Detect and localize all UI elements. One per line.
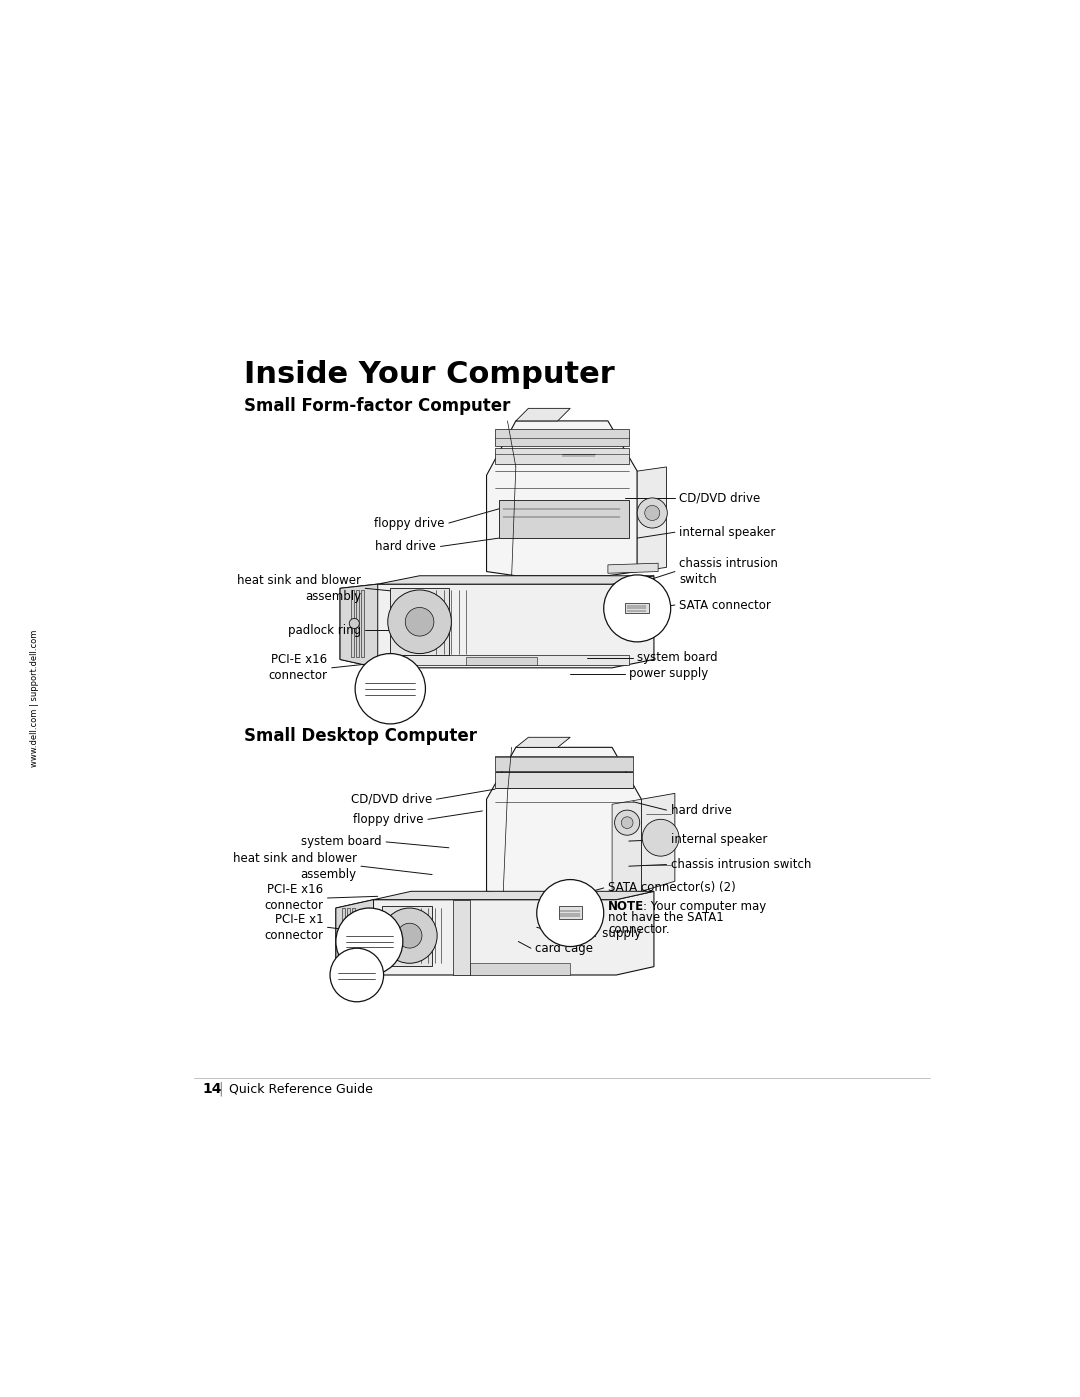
Polygon shape — [516, 408, 570, 420]
Polygon shape — [608, 563, 658, 573]
Text: CD/DVD drive: CD/DVD drive — [679, 492, 760, 504]
Text: Quick Reference Guide: Quick Reference Guide — [229, 1083, 373, 1095]
Polygon shape — [336, 900, 374, 975]
Text: Small Desktop Computer: Small Desktop Computer — [244, 728, 476, 746]
Circle shape — [637, 497, 667, 528]
Polygon shape — [642, 793, 675, 891]
Polygon shape — [495, 447, 629, 464]
Circle shape — [330, 949, 383, 1002]
Text: system board: system board — [637, 651, 718, 665]
Text: chassis intrusion switch: chassis intrusion switch — [671, 858, 811, 870]
Polygon shape — [374, 891, 653, 900]
Polygon shape — [637, 467, 666, 571]
Polygon shape — [351, 590, 354, 657]
Polygon shape — [340, 584, 378, 668]
Text: CD/DVD drive: CD/DVD drive — [351, 792, 432, 806]
Circle shape — [341, 928, 351, 939]
Polygon shape — [454, 900, 470, 975]
Text: internal speaker: internal speaker — [679, 525, 775, 539]
Text: Inside Your Computer: Inside Your Computer — [244, 360, 615, 390]
Polygon shape — [486, 420, 637, 576]
Polygon shape — [356, 590, 360, 657]
Polygon shape — [624, 604, 649, 613]
Text: PCI-E x1
connector: PCI-E x1 connector — [265, 912, 323, 942]
Polygon shape — [347, 908, 350, 972]
Polygon shape — [612, 799, 642, 897]
Text: padlock ring: padlock ring — [288, 623, 361, 637]
Polygon shape — [378, 576, 653, 584]
Polygon shape — [495, 773, 633, 788]
Circle shape — [397, 923, 422, 949]
Text: internal speaker: internal speaker — [671, 833, 767, 847]
Polygon shape — [470, 964, 570, 975]
Polygon shape — [516, 738, 570, 747]
Polygon shape — [495, 756, 633, 771]
Text: PCI-E x16
connector: PCI-E x16 connector — [269, 654, 327, 682]
Circle shape — [405, 608, 434, 636]
Text: connector.: connector. — [608, 923, 670, 936]
Circle shape — [643, 819, 679, 856]
Text: heat sink and blower
assembly: heat sink and blower assembly — [237, 574, 361, 602]
Circle shape — [388, 590, 451, 654]
Text: chassis intrusion
switch: chassis intrusion switch — [679, 557, 778, 587]
Polygon shape — [382, 905, 432, 965]
Polygon shape — [336, 891, 653, 975]
Polygon shape — [352, 908, 355, 972]
Circle shape — [537, 880, 604, 947]
Circle shape — [604, 576, 671, 641]
Circle shape — [355, 654, 426, 724]
Polygon shape — [340, 576, 653, 668]
Text: www.dell.com | support.dell.com: www.dell.com | support.dell.com — [30, 630, 39, 767]
Polygon shape — [361, 590, 364, 657]
Text: not have the SATA1: not have the SATA1 — [608, 911, 724, 925]
Circle shape — [382, 908, 437, 964]
Polygon shape — [394, 655, 629, 665]
Polygon shape — [499, 500, 629, 538]
Circle shape — [621, 817, 633, 828]
Text: hard drive: hard drive — [376, 541, 436, 553]
Text: SATA connector: SATA connector — [679, 598, 771, 612]
Polygon shape — [465, 657, 537, 665]
Circle shape — [615, 810, 639, 835]
Text: system board: system board — [301, 835, 382, 848]
Text: PCI-E x16
connector: PCI-E x16 connector — [265, 883, 323, 912]
Text: power supply: power supply — [562, 926, 642, 940]
Text: : Your computer may: : Your computer may — [643, 900, 767, 912]
Text: NOTE: NOTE — [608, 900, 644, 912]
Text: hard drive: hard drive — [671, 803, 731, 817]
Text: heat sink and blower
assembly: heat sink and blower assembly — [233, 852, 356, 880]
Polygon shape — [486, 747, 642, 897]
Text: floppy drive: floppy drive — [353, 813, 423, 826]
Text: Small Form-factor Computer: Small Form-factor Computer — [244, 397, 510, 415]
Polygon shape — [341, 908, 346, 972]
Polygon shape — [390, 588, 449, 655]
Text: card cage: card cage — [535, 942, 593, 954]
Text: power supply: power supply — [629, 668, 708, 680]
Text: floppy drive: floppy drive — [374, 517, 445, 529]
Circle shape — [336, 908, 403, 975]
Polygon shape — [558, 907, 582, 919]
Text: 14: 14 — [202, 1081, 221, 1095]
Circle shape — [645, 506, 660, 521]
Circle shape — [349, 619, 360, 629]
Text: SATA connector(s) (2): SATA connector(s) (2) — [608, 882, 735, 894]
Polygon shape — [495, 429, 629, 446]
Text: |: | — [218, 1081, 224, 1097]
